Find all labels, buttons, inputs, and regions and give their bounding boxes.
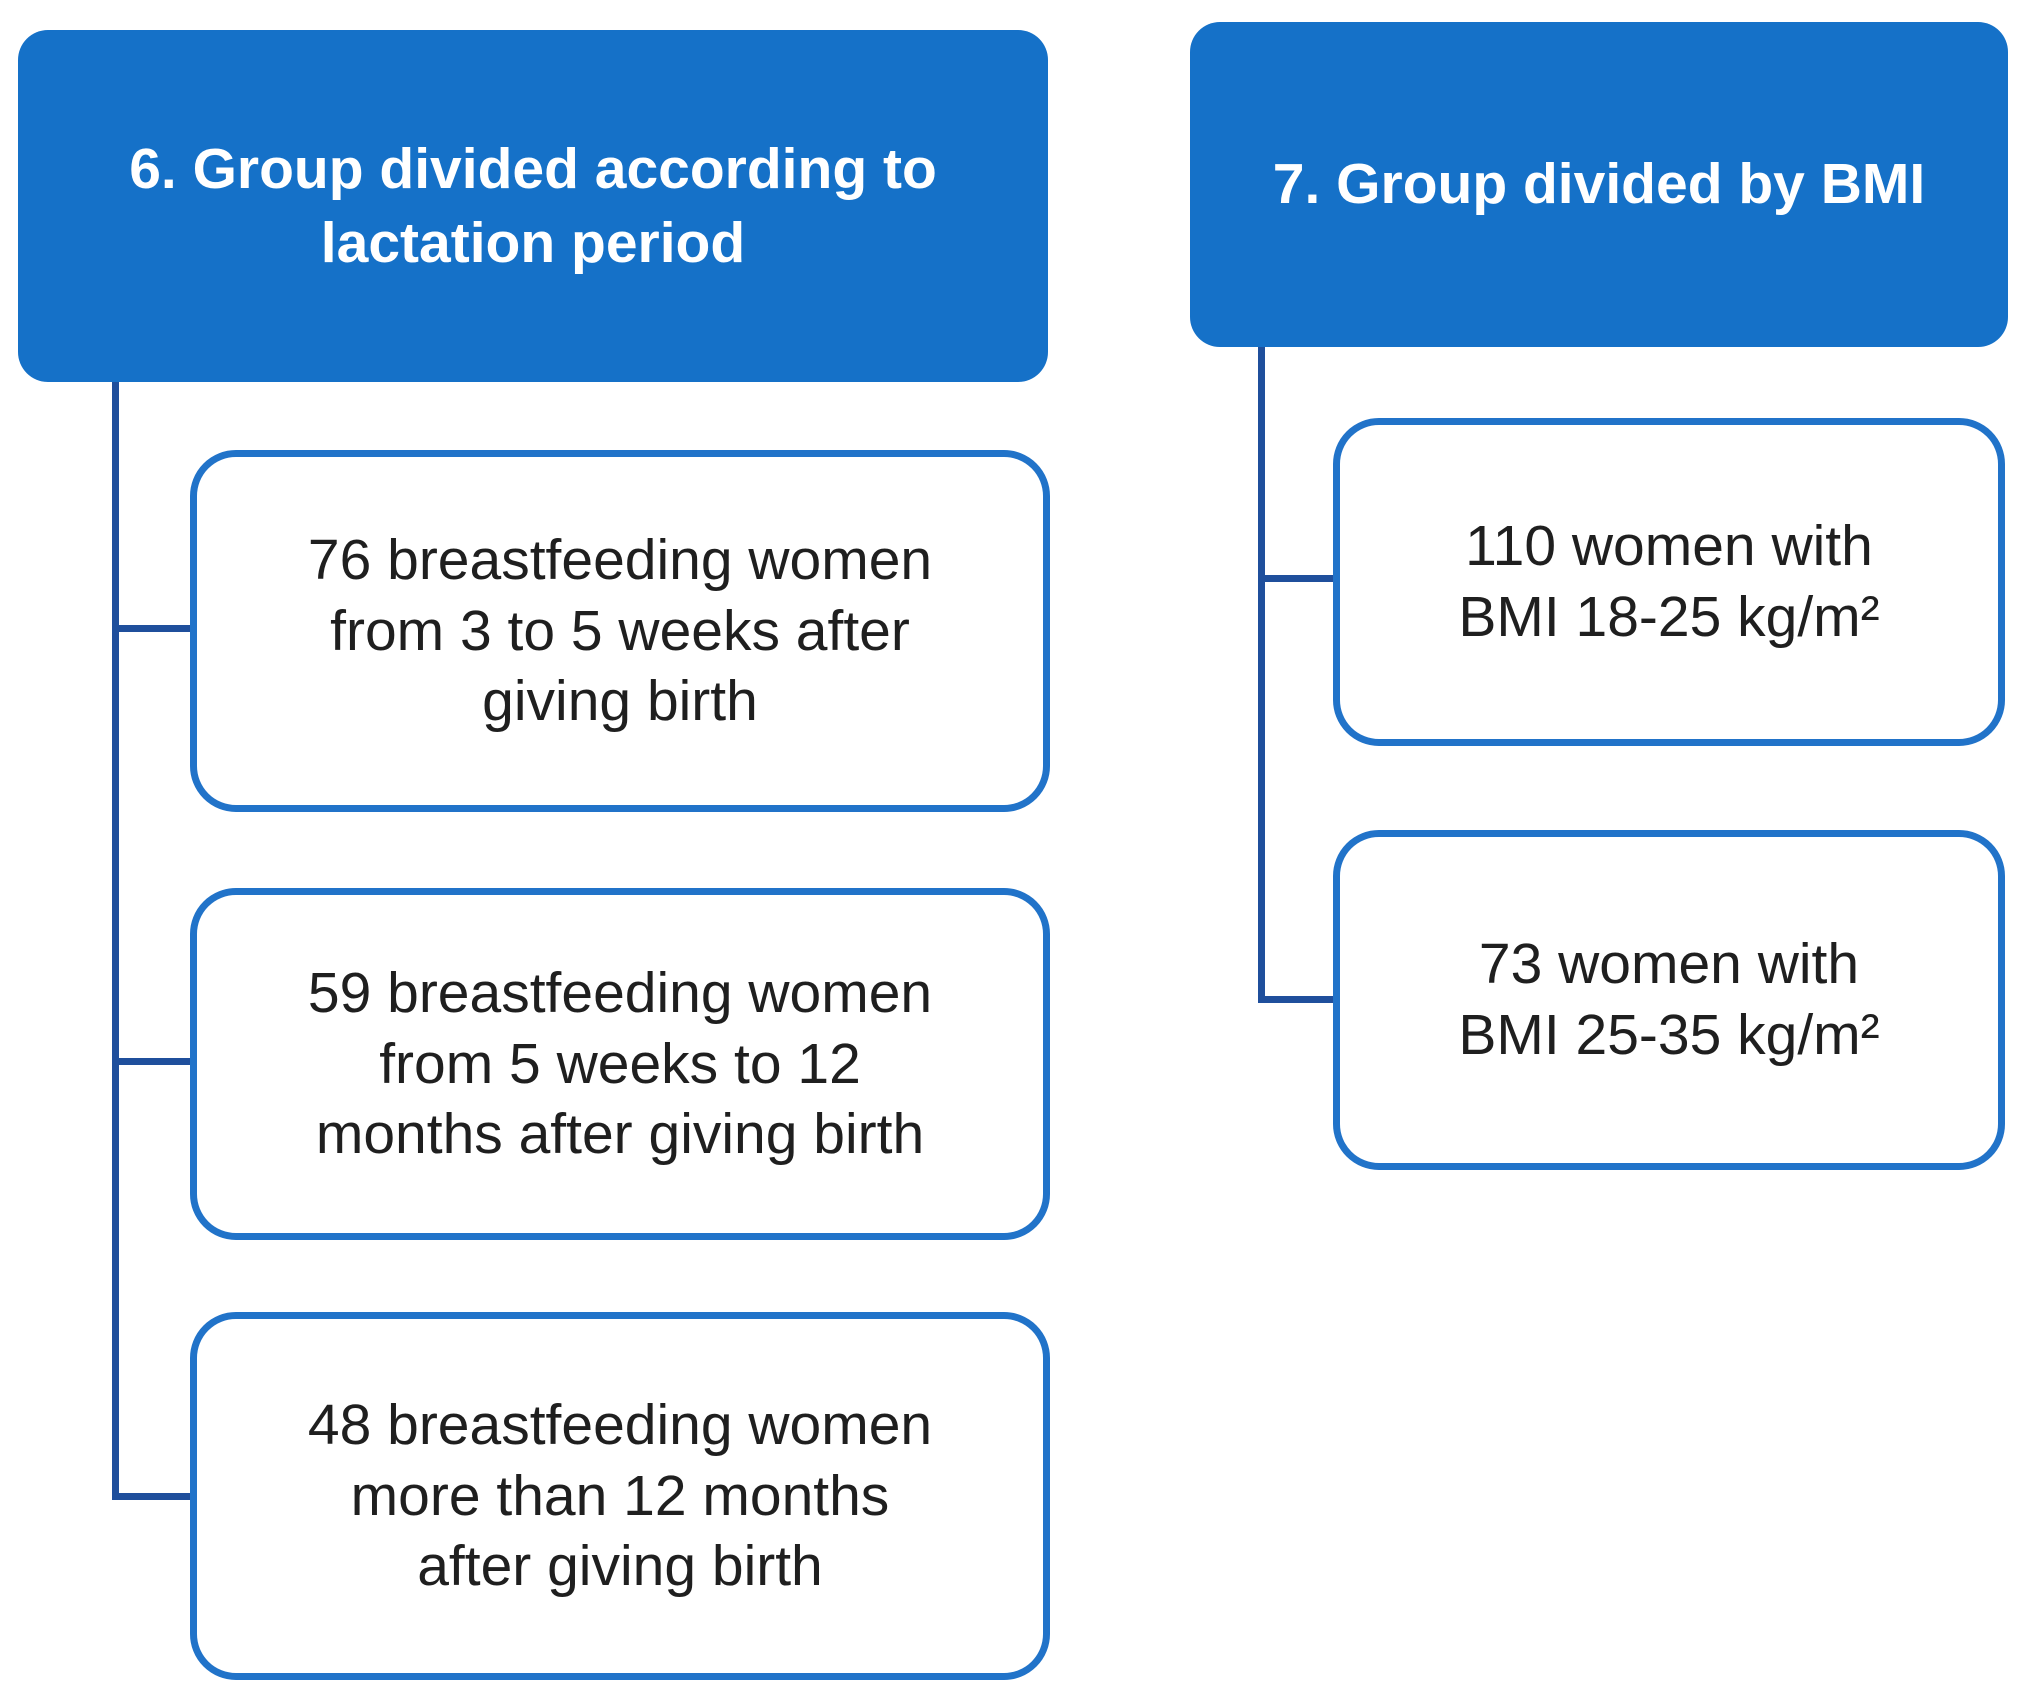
group-7-child-1-label: 110 women with BMI 18-25 kg/m² [1458,514,1880,649]
group-7-header-box: 7. Group divided by BMI [1190,22,2008,347]
group-6-header-label: 6. Group divided according to lactation … [129,136,937,275]
connector-branch-group-7-1 [1258,575,1333,582]
connector-trunk-group-7 [1258,347,1265,1003]
group-6-child-3-label: 48 breastfeeding women more than 12 mont… [307,1392,933,1599]
connector-branch-group-7-2 [1258,996,1333,1003]
group-6-child-box-2: 59 breastfeeding women from 5 weeks to 1… [190,888,1050,1240]
group-6-child-box-3: 48 breastfeeding women more than 12 mont… [190,1312,1050,1680]
connector-trunk-group-6 [112,382,119,1500]
connector-branch-group-6-3 [112,1493,190,1500]
group-7-header-label: 7. Group divided by BMI [1272,152,1926,217]
group-7-child-box-1: 110 women with BMI 18-25 kg/m² [1333,418,2005,746]
group-6-header-box: 6. Group divided according to lactation … [18,30,1048,382]
group-6-child-box-1: 76 breastfeeding women from 3 to 5 weeks… [190,450,1050,812]
group-6-child-2-label: 59 breastfeeding women from 5 weeks to 1… [307,960,933,1167]
connector-branch-group-6-2 [112,1058,190,1065]
group-6-child-1-label: 76 breastfeeding women from 3 to 5 weeks… [307,527,933,734]
connector-branch-group-6-1 [112,625,190,632]
group-7-child-2-label: 73 women with BMI 25-35 kg/m² [1458,932,1880,1067]
group-7-child-box-2: 73 women with BMI 25-35 kg/m² [1333,830,2005,1170]
